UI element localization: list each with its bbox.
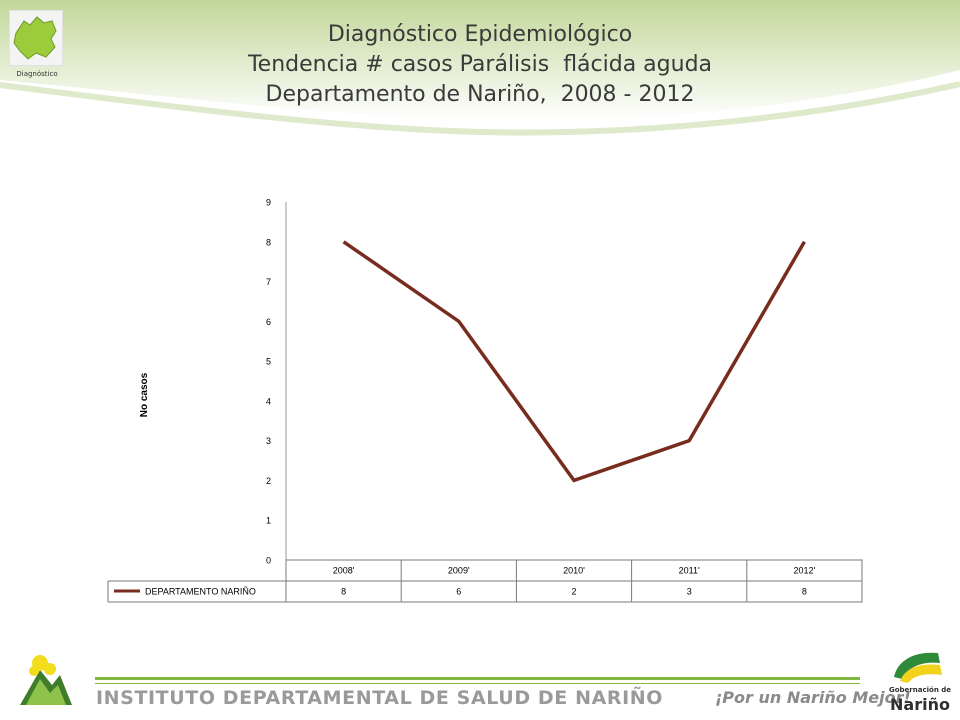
table-value: 6 [456, 587, 461, 597]
y-tick-label: 4 [266, 396, 271, 406]
title-line-3: Departamento de Nariño, 2008 - 2012 [265, 82, 695, 107]
institute-name: INSTITUTO DEPARTAMENTAL DE SALUD DE NARI… [96, 687, 664, 709]
table-value: 8 [802, 587, 807, 597]
data-table: 2008' 2009' 2010' 2011' 2012' DEPARTAMENTO NA… [107, 559, 863, 603]
map-icon [13, 16, 57, 60]
chart-series [342, 240, 806, 483]
footer [0, 640, 960, 720]
y-tick-label: 0 [266, 556, 271, 566]
y-tick-label: 1 [266, 516, 271, 526]
y-tick-labels: 0 1 2 3 4 5 6 7 8 9 [266, 198, 271, 566]
header-band [0, 0, 960, 136]
y-tick-label: 2 [266, 476, 271, 486]
x-category-label: 2008' [333, 566, 355, 576]
table-value: 2 [571, 587, 576, 597]
y-axis-label: No casos [139, 372, 150, 417]
title-line-1: Diagnóstico Epidemiológico [327, 22, 633, 47]
table-value: 3 [687, 587, 692, 597]
x-category-label: 2011' [679, 566, 700, 576]
gobernacion-label: Gobernación de [888, 686, 951, 694]
institute-logo [20, 655, 72, 705]
slogan: ¡Por un Nariño Mejor! [715, 688, 911, 707]
title-line-2: Tendencia # casos Parálisis flácida agud… [247, 52, 713, 77]
y-tick-label: 3 [266, 436, 271, 446]
page-title: Diagnóstico Epidemiológico Tendencia # c… [150, 20, 810, 110]
x-category-label: 2010' [563, 566, 585, 576]
table-value: 8 [341, 587, 346, 597]
y-tick-label: 7 [266, 277, 271, 287]
logo-caption: Diagnóstico [16, 70, 58, 78]
footer-rule-thin [95, 683, 860, 684]
gobernacion-name: Nariño [890, 695, 950, 714]
series-line [342, 240, 806, 483]
x-category-label: 2009' [448, 566, 470, 576]
legend-label: DEPARTAMENTO NARIÑO [145, 587, 256, 597]
department-map-logo [9, 10, 63, 66]
x-category-label: 2012' [794, 566, 816, 576]
gobernacion-logo-icon [894, 652, 942, 683]
y-tick-label: 8 [266, 237, 271, 247]
y-tick-label: 6 [266, 317, 271, 327]
y-tick-label: 5 [266, 357, 271, 367]
footer-rule [95, 677, 860, 680]
y-tick-label: 9 [266, 198, 271, 208]
